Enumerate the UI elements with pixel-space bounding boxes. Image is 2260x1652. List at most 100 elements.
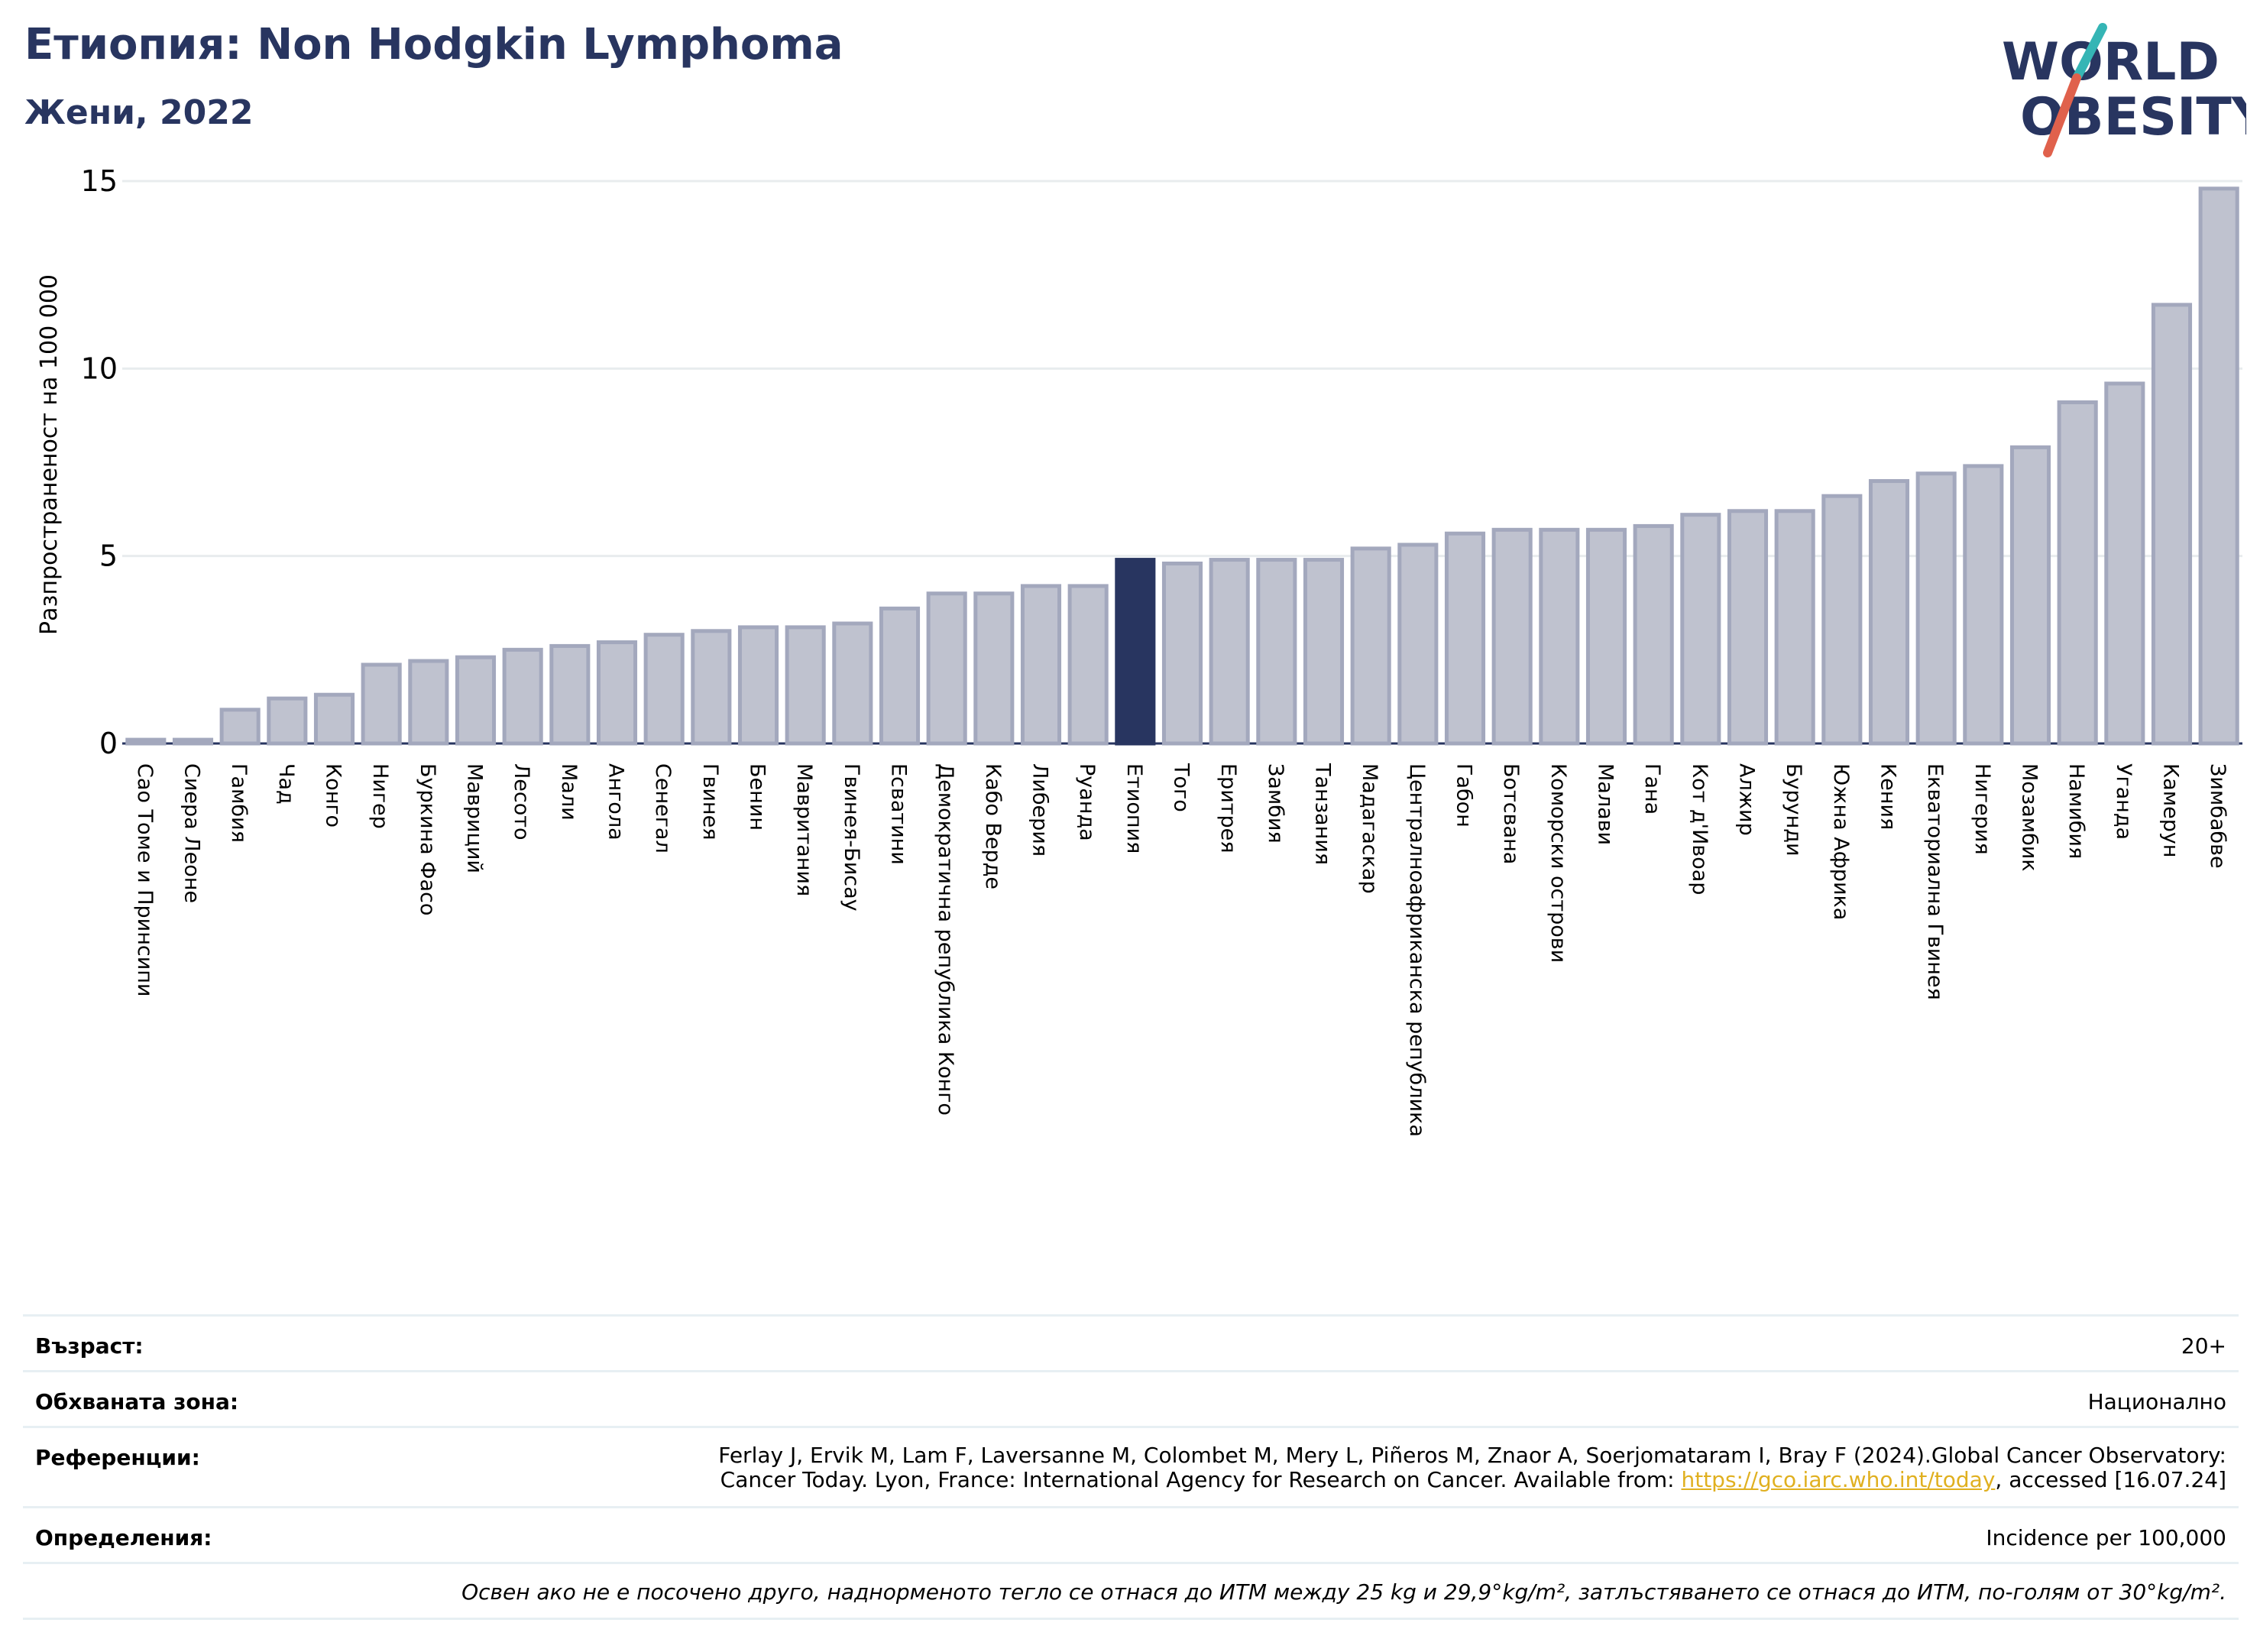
x-tick-label: Бурунди [1782, 763, 1805, 857]
x-tick-label: Кения [1876, 763, 1900, 830]
x-tick-label: Кот д'Ивоар [1688, 763, 1711, 895]
bar-42 [2104, 381, 2145, 746]
references-line-2: Cancer Today. Lyon, France: Internationa… [718, 1468, 2226, 1492]
bar-3 [267, 696, 308, 746]
bar-35 [1774, 509, 1815, 746]
area-label: Обхваната зона: [35, 1389, 239, 1414]
x-tick-label: Руанда [1075, 763, 1099, 841]
x-tick-label: Намибия [2064, 763, 2088, 859]
bar-34 [1727, 509, 1769, 746]
references-accessed: , accessed [16.07.24] [1995, 1467, 2226, 1492]
x-tick-label: Уганда [2112, 763, 2135, 840]
bar-40 [2009, 445, 2051, 746]
bar-16 [879, 606, 921, 746]
x-tick-label: Буркина Фасо [416, 763, 439, 915]
x-tick-label: Гамбия [227, 763, 251, 843]
x-tick-label: Коморски острови [1546, 763, 1570, 963]
info-row-references: Референции: Ferlay J, Ervik M, Lam F, La… [23, 1426, 2239, 1506]
x-tick-label: Мозамбик [2018, 763, 2041, 872]
bar-37 [1868, 479, 1910, 746]
bar-21 [1115, 558, 1156, 746]
page-subtitle: Жени, 2022 [24, 93, 254, 132]
x-tick-label: Мавритания [792, 763, 816, 896]
references-label: Референции: [35, 1445, 200, 1470]
x-tick-label: Ангола [604, 763, 628, 841]
bar-chart: 0 5 10 15 Сао Томе и Принсипи Сиера Леоне Гам… [36, 164, 2242, 1137]
bar-4 [313, 692, 355, 746]
info-row-area: Обхваната зона: Национално [23, 1370, 2239, 1426]
bar-20 [1067, 584, 1109, 746]
bar-23 [1209, 558, 1250, 746]
bar-1 [172, 737, 214, 746]
x-tick-label: Бенин [746, 763, 769, 831]
x-tick-label: Мавриций [463, 763, 487, 873]
x-tick-label: Еритрея [1216, 763, 1240, 853]
bar-9 [549, 643, 591, 746]
references-link[interactable]: https://gco.iarc.who.int/today [1681, 1467, 1996, 1492]
info-row-note: Освен ако не е посочено друго, наднормен… [23, 1562, 2239, 1620]
y-tick-label: 5 [99, 539, 118, 573]
x-tick-label: Алжир [1735, 763, 1759, 836]
bar-7 [455, 655, 497, 746]
bar-5 [361, 662, 402, 746]
x-tick-label: Танзания [1311, 763, 1335, 865]
bar-29 [1491, 527, 1533, 746]
x-tick-label: Камерун [2159, 763, 2183, 857]
bar-38 [1915, 471, 1957, 746]
bar-8 [502, 647, 543, 746]
x-tick-label: Сао Томе и Принсипи [133, 763, 157, 996]
x-tick-label: Того [1170, 763, 1193, 812]
logo-word-world: WORLD [2002, 32, 2220, 92]
x-tick-label: Гвинея-Бисау [840, 763, 863, 912]
x-tick-label: Етиопия [1122, 763, 1146, 854]
x-tick-label: Гвинея [698, 763, 722, 840]
info-row-age: Възраст: 20+ [23, 1314, 2239, 1370]
x-tick-label: Екваториална Гвинея [1923, 763, 1947, 1000]
x-tick-label: Замбия [1264, 763, 1287, 844]
area-value: Национално [2087, 1389, 2226, 1414]
y-tick-label: 15 [81, 164, 118, 198]
x-tick-label: Нигерия [1970, 763, 1994, 855]
x-tick-label: Зимбабве [2206, 763, 2229, 869]
bar-30 [1539, 527, 1580, 746]
age-value: 20+ [2181, 1333, 2226, 1359]
x-tick-label: Централноафриканска република [1405, 763, 1429, 1137]
x-tick-label: Кабо Верде [981, 763, 1005, 889]
bar-11 [643, 633, 685, 746]
x-labels-layer: Сао Томе и Принсипи Сиера Леоне Гамбия Чад К… [133, 763, 2229, 1137]
x-tick-label: Южна Африка [1829, 763, 1853, 920]
bar-19 [1020, 584, 1062, 746]
x-tick-label: Мали [557, 763, 581, 821]
y-ticks-layer: 0 5 10 15 [81, 164, 118, 760]
x-tick-label: Чад [274, 763, 298, 805]
y-tick-label: 0 [99, 727, 118, 760]
x-tick-label: Нигер [368, 763, 392, 829]
x-tick-label: Демократична република Конго [934, 763, 957, 1116]
bar-10 [596, 640, 638, 746]
definitions-value: Incidence per 100,000 [1986, 1525, 2226, 1550]
x-tick-label: Мадагаскар [1358, 763, 1381, 894]
bar-15 [832, 621, 873, 746]
bar-36 [1821, 494, 1863, 746]
bar-28 [1444, 531, 1486, 746]
bar-6 [408, 659, 449, 746]
bar-17 [926, 591, 967, 746]
x-tick-label: Лесото [510, 763, 533, 841]
bar-25 [1303, 558, 1345, 746]
x-tick-label: Есватини [887, 763, 911, 865]
bar-26 [1350, 546, 1391, 746]
bar-22 [1161, 561, 1203, 746]
x-tick-label: Конго [322, 763, 345, 828]
bars-layer [125, 186, 2239, 746]
x-tick-label: Сиера Леоне [180, 763, 204, 903]
bar-41 [2057, 400, 2098, 746]
references-line-1: Ferlay J, Ervik M, Lam F, Laversanne M, … [718, 1443, 2226, 1468]
bar-31 [1585, 527, 1627, 746]
world-obesity-logo: WORLD OBESITY [2002, 23, 2246, 157]
bar-2 [219, 708, 261, 746]
x-tick-label: Малави [1594, 763, 1617, 845]
bar-39 [1963, 464, 2004, 746]
bar-12 [691, 629, 732, 746]
definitions-label: Определения: [35, 1525, 212, 1550]
bar-27 [1397, 543, 1439, 746]
